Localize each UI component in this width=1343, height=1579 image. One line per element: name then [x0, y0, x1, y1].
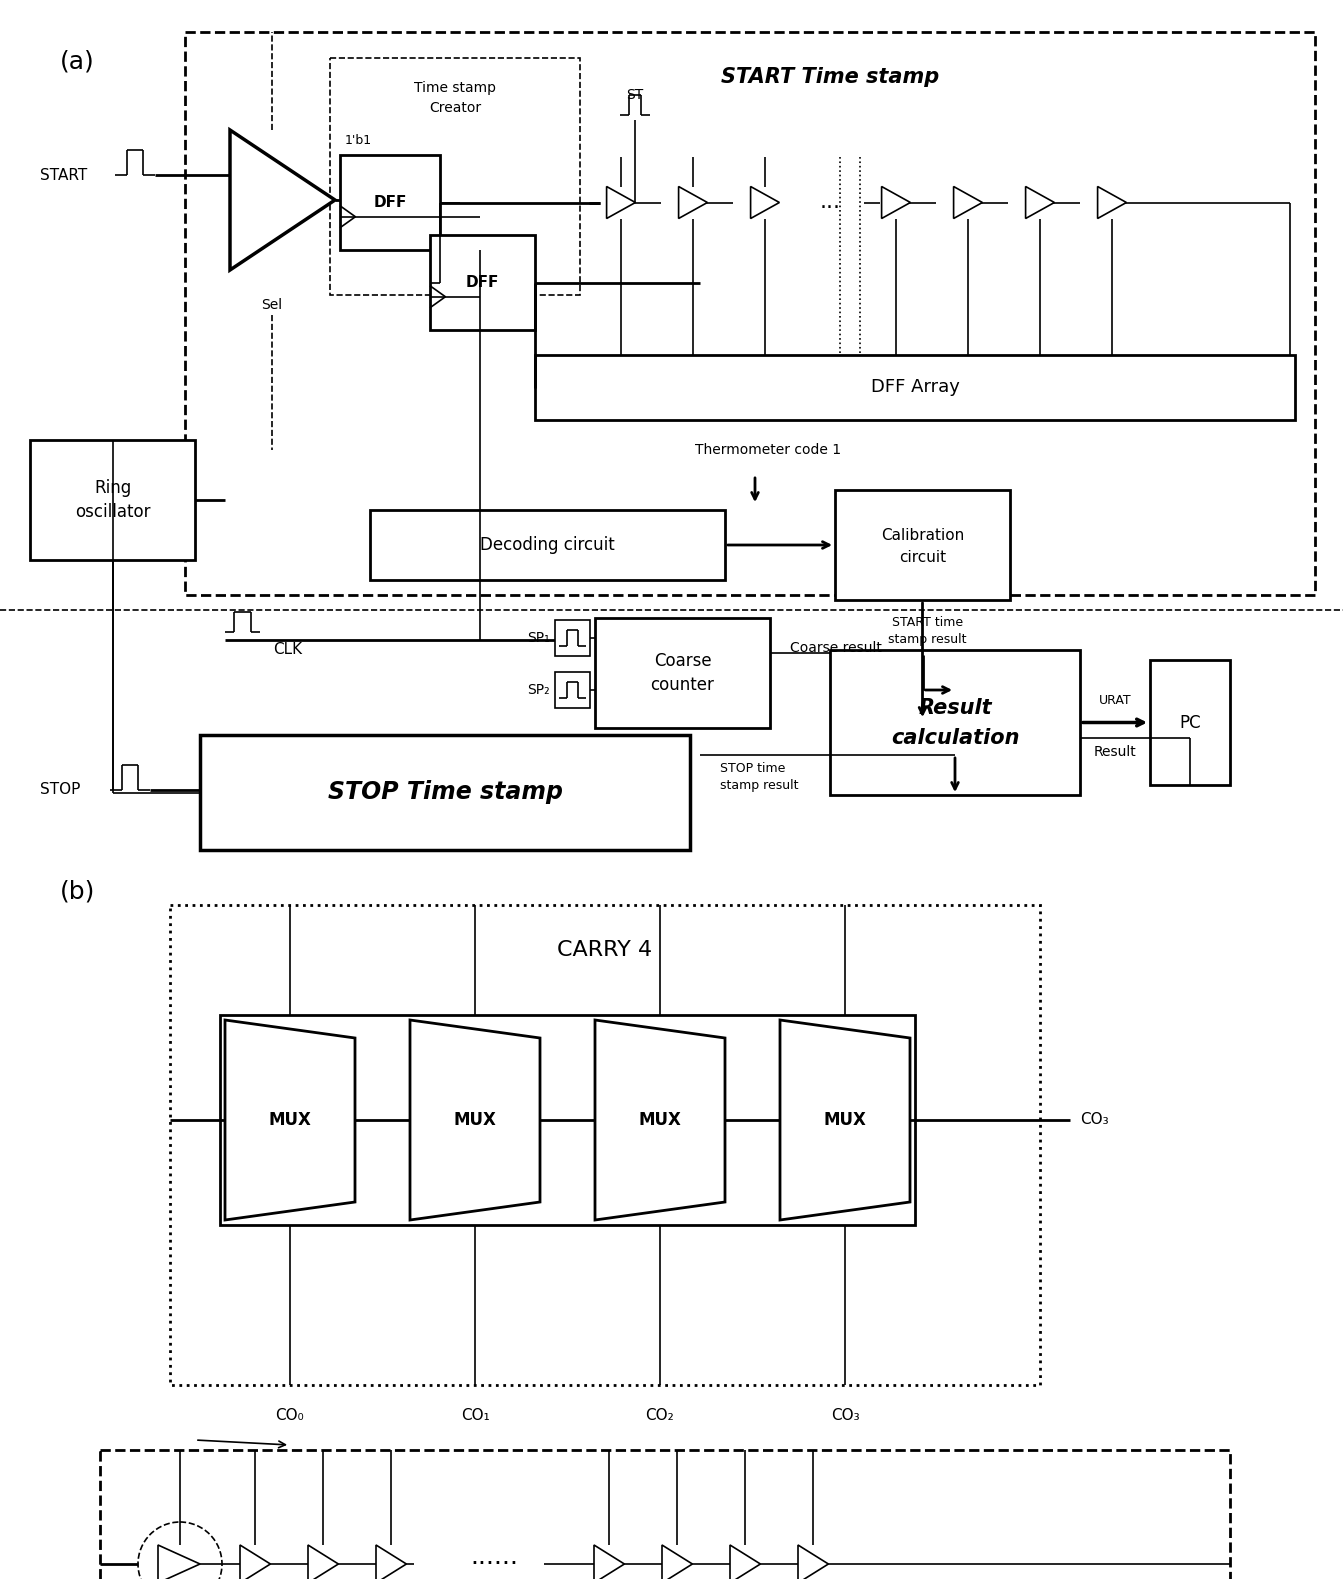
Text: STOP: STOP: [40, 783, 81, 797]
Text: CO₀: CO₀: [275, 1407, 305, 1423]
Text: ...: ...: [819, 193, 841, 213]
Text: stamp result: stamp result: [888, 633, 967, 646]
Polygon shape: [1026, 186, 1054, 218]
Polygon shape: [595, 1020, 725, 1221]
Text: Coarse result: Coarse result: [790, 641, 882, 655]
Bar: [340, 155, 441, 249]
Text: MUX: MUX: [454, 1112, 497, 1129]
Polygon shape: [1097, 186, 1127, 218]
Text: MUX: MUX: [823, 1112, 866, 1129]
Polygon shape: [410, 1020, 540, 1221]
Text: Ring: Ring: [94, 478, 132, 497]
Text: (a): (a): [60, 51, 95, 74]
Bar: [371, 510, 725, 579]
Bar: [200, 734, 690, 850]
Text: Result: Result: [919, 698, 992, 717]
Bar: [185, 32, 1315, 595]
Text: CO₃: CO₃: [831, 1407, 860, 1423]
Text: Result: Result: [1093, 745, 1136, 759]
Text: CO₃: CO₃: [1080, 1113, 1108, 1127]
Bar: [30, 441, 195, 561]
Text: Calibration: Calibration: [881, 527, 964, 543]
Text: START Time stamp: START Time stamp: [721, 66, 939, 87]
Text: START: START: [40, 167, 87, 183]
Text: DFF Array: DFF Array: [870, 379, 959, 396]
Text: MUX: MUX: [269, 1112, 312, 1129]
Bar: [330, 58, 580, 295]
Text: circuit: circuit: [898, 549, 945, 565]
Text: CO₂: CO₂: [646, 1407, 674, 1423]
Text: Coarse: Coarse: [654, 652, 712, 669]
Polygon shape: [780, 1020, 911, 1221]
Text: Sel: Sel: [262, 298, 282, 313]
Polygon shape: [678, 186, 708, 218]
Polygon shape: [798, 1544, 829, 1579]
Text: START time: START time: [892, 616, 963, 628]
Polygon shape: [731, 1544, 760, 1579]
Text: calculation: calculation: [890, 728, 1019, 747]
Text: DFF: DFF: [466, 275, 500, 291]
Polygon shape: [954, 186, 982, 218]
Text: oscillator: oscillator: [75, 504, 150, 521]
Text: stamp result: stamp result: [720, 778, 799, 791]
Bar: [555, 673, 590, 707]
Text: Time stamp: Time stamp: [414, 81, 496, 95]
Polygon shape: [607, 186, 635, 218]
Bar: [555, 621, 590, 655]
Polygon shape: [594, 1544, 624, 1579]
Text: ······: ······: [470, 1552, 518, 1576]
Text: counter: counter: [650, 676, 714, 695]
Polygon shape: [376, 1544, 407, 1579]
Bar: [220, 1015, 915, 1225]
Polygon shape: [230, 129, 334, 270]
Text: PC: PC: [1179, 714, 1201, 731]
Bar: [430, 235, 535, 330]
Polygon shape: [226, 1020, 355, 1221]
Text: (b): (b): [60, 880, 95, 905]
Bar: [830, 651, 1080, 794]
Polygon shape: [308, 1544, 338, 1579]
Text: Decoding circuit: Decoding circuit: [481, 535, 615, 554]
Text: CO₁: CO₁: [461, 1407, 489, 1423]
Text: Creator: Creator: [428, 101, 481, 115]
Text: URAT: URAT: [1099, 695, 1131, 707]
Bar: [835, 489, 1010, 600]
Bar: [99, 1450, 1230, 1579]
Text: 1'b1: 1'b1: [345, 134, 372, 147]
Polygon shape: [881, 186, 911, 218]
Text: MUX: MUX: [638, 1112, 681, 1129]
Text: ST: ST: [626, 88, 643, 103]
Text: SP₁: SP₁: [528, 632, 551, 644]
Polygon shape: [662, 1544, 693, 1579]
Text: Thermometer code 1: Thermometer code 1: [694, 444, 841, 456]
Bar: [535, 355, 1295, 420]
Text: DFF: DFF: [373, 194, 407, 210]
Text: SP₂: SP₂: [528, 684, 551, 696]
Bar: [171, 905, 1039, 1385]
Text: CLK: CLK: [273, 643, 302, 657]
Text: STOP time: STOP time: [720, 761, 786, 775]
Text: CARRY 4: CARRY 4: [557, 940, 653, 960]
Bar: [1150, 660, 1230, 785]
Text: STOP Time stamp: STOP Time stamp: [328, 780, 563, 804]
Polygon shape: [240, 1544, 270, 1579]
Polygon shape: [751, 186, 779, 218]
Bar: [595, 617, 770, 728]
Polygon shape: [158, 1544, 200, 1579]
